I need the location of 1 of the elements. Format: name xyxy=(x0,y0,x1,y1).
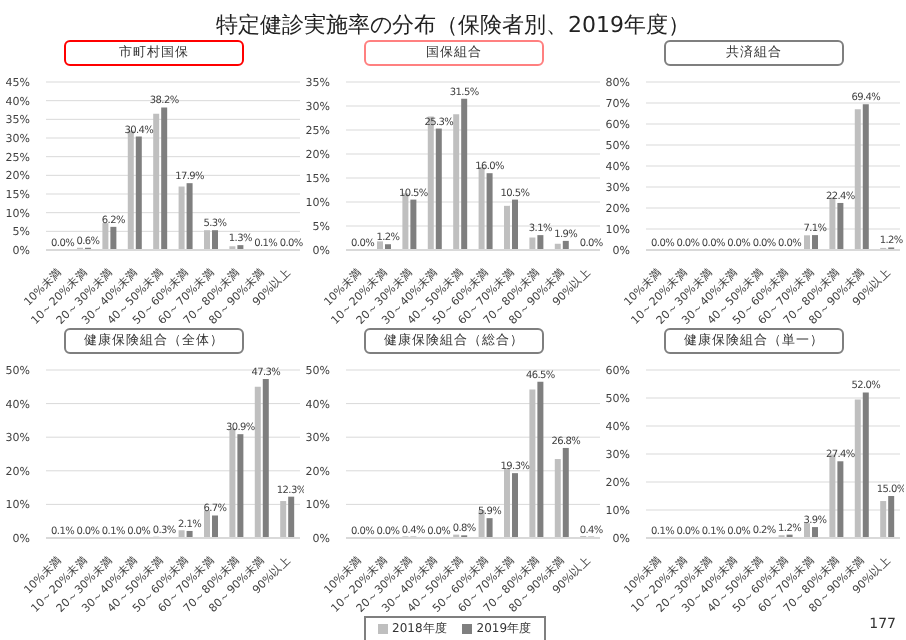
text: 特定健診実施率の分布（保険者別、2019年度） xyxy=(214,10,692,40)
